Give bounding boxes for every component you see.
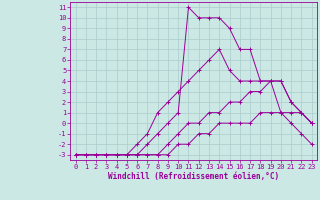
X-axis label: Windchill (Refroidissement éolien,°C): Windchill (Refroidissement éolien,°C) [108,172,279,181]
